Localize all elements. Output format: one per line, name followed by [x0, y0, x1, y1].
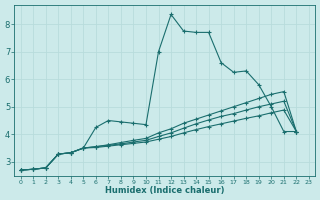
X-axis label: Humidex (Indice chaleur): Humidex (Indice chaleur)	[105, 186, 225, 195]
